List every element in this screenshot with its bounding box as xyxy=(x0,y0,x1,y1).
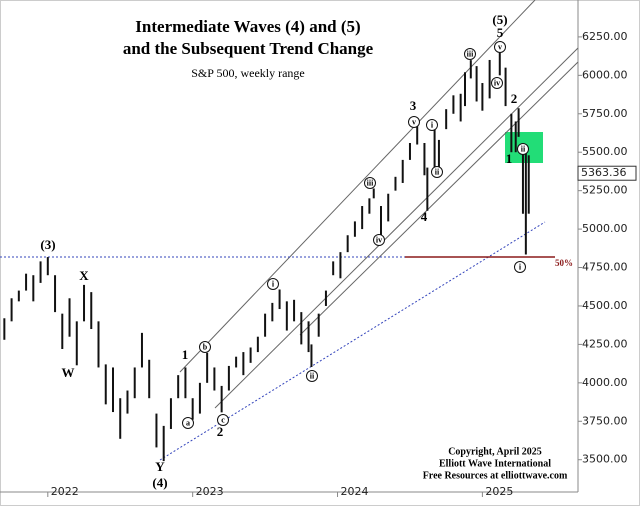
wave-label: (5) xyxy=(492,12,507,27)
y-tick-label: 4500.00 xyxy=(582,299,628,312)
wave-circle xyxy=(426,119,438,131)
subtitle: S&P 500, weekly range xyxy=(191,66,305,80)
y-tick-label: 6250.00 xyxy=(582,30,628,43)
wave-label: 2 xyxy=(511,91,518,106)
circled-label: v xyxy=(412,117,416,126)
wave-circle xyxy=(306,370,318,382)
chart-title-line2: and the Subsequent Trend Change xyxy=(123,39,374,58)
circled-label: i xyxy=(431,120,434,129)
circled-label: iii xyxy=(367,178,374,187)
x-tick-label: 2024 xyxy=(341,485,369,498)
circled-label: ii xyxy=(435,167,440,176)
y-tick-label: 5500.00 xyxy=(582,145,628,158)
wave-label: 4 xyxy=(421,209,428,224)
wave-circle xyxy=(494,41,506,53)
copyright: Free Resources at elliottwave.com xyxy=(423,470,568,481)
y-tick-label: 4250.00 xyxy=(582,337,628,350)
price-tag: 5363.36 xyxy=(581,166,627,179)
wave-circle xyxy=(267,278,279,290)
circled-label: ii xyxy=(521,144,526,153)
wave-label: (4) xyxy=(152,475,167,490)
circled-label: ii xyxy=(310,371,315,380)
trend-lines xyxy=(0,221,555,461)
y-tick-label: 5250.00 xyxy=(582,184,628,197)
wave-circle xyxy=(199,341,211,353)
circled-label: b xyxy=(203,342,208,351)
chart-title: Intermediate Waves (4) and (5) xyxy=(135,17,360,36)
wave-circle xyxy=(464,48,476,60)
wave-label: 2 xyxy=(217,424,224,439)
copyright: Copyright, April 2025 xyxy=(448,446,542,457)
wave-circle xyxy=(517,143,529,155)
level-label: 50% xyxy=(555,258,573,268)
wave-circle xyxy=(373,234,385,246)
circled-label: v xyxy=(498,42,502,51)
wave-circle xyxy=(431,166,443,178)
wave-label: Y xyxy=(155,459,165,474)
wave-label: X xyxy=(79,268,89,283)
wave-circle xyxy=(408,116,420,128)
circled-label: iv xyxy=(376,235,382,244)
circled-label: iii xyxy=(467,49,474,58)
copyright: Elliott Wave International xyxy=(439,458,551,469)
x-tick-label: 2025 xyxy=(485,485,513,498)
x-tick-label: 2022 xyxy=(51,485,79,498)
y-tick-label: 3750.00 xyxy=(582,414,628,427)
wave-label: 1 xyxy=(506,151,513,166)
x-tick-label: 2023 xyxy=(196,485,224,498)
y-tick-label: 4750.00 xyxy=(582,261,628,274)
wave-circle xyxy=(182,417,194,429)
wave-circle xyxy=(217,414,229,426)
wave-label: (3) xyxy=(40,237,55,252)
circled-label: i xyxy=(272,279,275,288)
y-tick-label: 6000.00 xyxy=(582,68,628,81)
wave-label: 5 xyxy=(497,25,504,40)
circled-label: i xyxy=(519,262,522,271)
y-tick-label: 5750.00 xyxy=(582,107,628,120)
circled-label: a xyxy=(186,418,190,427)
price-tag-box xyxy=(577,165,637,181)
channel-lines xyxy=(179,0,579,409)
y-tick-label: 4000.00 xyxy=(582,376,628,389)
wave-circle xyxy=(364,177,376,189)
circled-label: c xyxy=(221,415,225,424)
y-tick-label: 5000.00 xyxy=(582,222,628,235)
wave-label: 1 xyxy=(182,347,189,362)
wave-circle xyxy=(491,77,503,89)
wave-label: 3 xyxy=(410,98,417,113)
circled-label: iv xyxy=(494,78,500,87)
y-tick-label: 3500.00 xyxy=(582,453,628,466)
wave-label: W xyxy=(62,365,75,380)
wave-circle xyxy=(514,261,526,273)
